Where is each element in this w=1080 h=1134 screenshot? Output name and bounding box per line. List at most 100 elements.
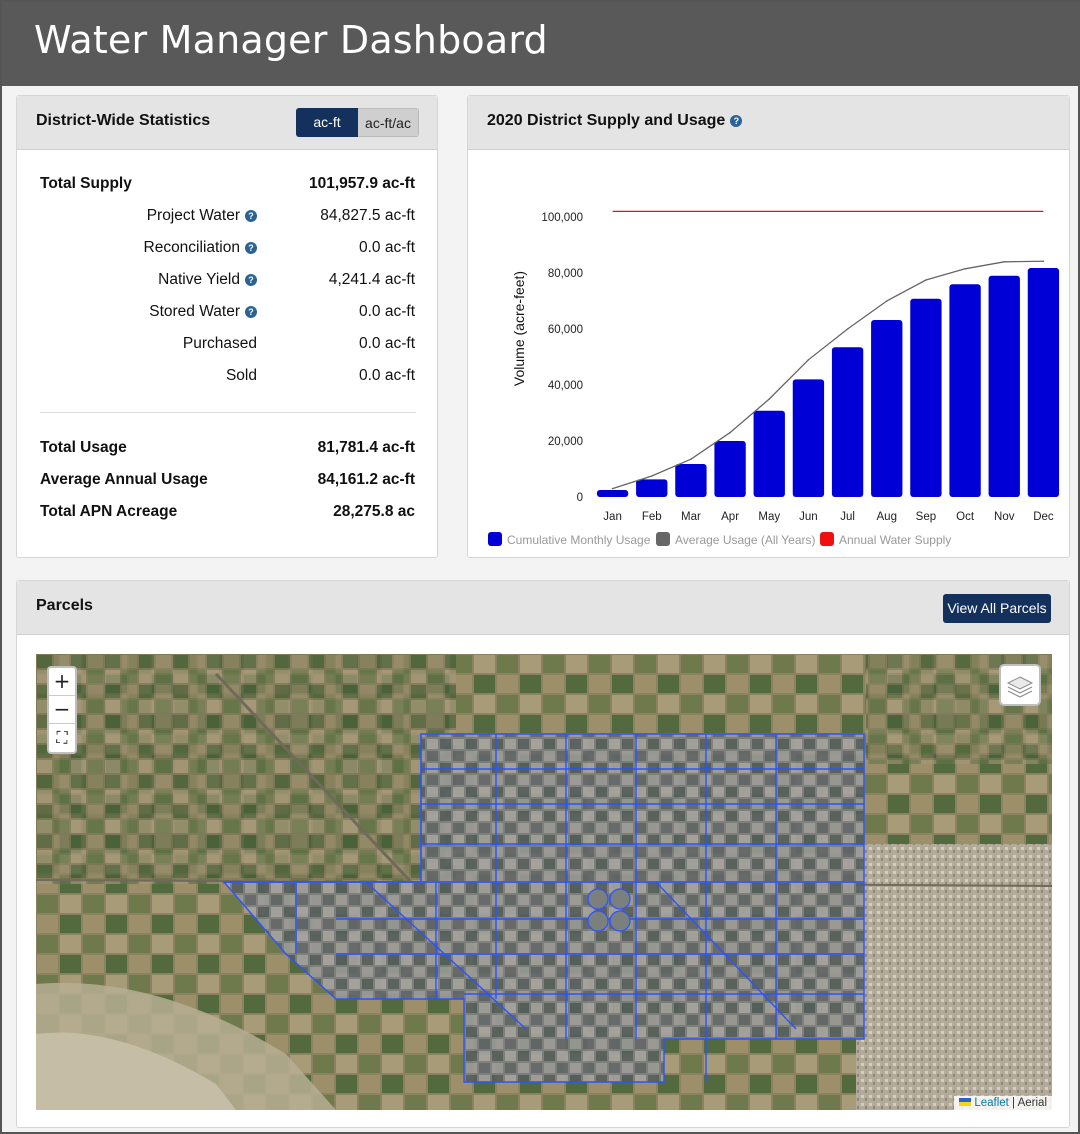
x-tick-label: Dec (1033, 511, 1054, 523)
line-average-usage (612, 260, 1044, 490)
y-tick-label: 100,000 (541, 212, 583, 224)
stat-label: Purchased (183, 335, 257, 353)
point-average-usage (768, 398, 771, 400)
stat-label: Sold (226, 367, 257, 385)
usage-stat-row: Average Annual Usage 84,161.2 ac-ft (17, 471, 439, 495)
x-tick-label: Sep (916, 511, 936, 523)
point-average-usage (690, 458, 692, 461)
point-average-usage (729, 431, 731, 434)
stat-label: Total Supply (40, 175, 132, 193)
unit-acft-button[interactable]: ac-ft (296, 108, 358, 137)
usage-stat-row: Total APN Acreage 28,275.8 ac (17, 503, 439, 527)
help-icon[interactable]: ? (245, 242, 257, 254)
stat-value: 28,275.8 ac (333, 503, 415, 520)
bar-cumulative-usage (714, 441, 746, 497)
chart-panel-title-text: 2020 District Supply and Usage (487, 112, 726, 129)
stat-value: 0.0 ac-ft (359, 335, 415, 352)
bar-cumulative-usage (949, 284, 981, 497)
x-tick-label: Mar (681, 511, 701, 523)
aerial-imagery (36, 654, 1052, 1110)
bar-cumulative-usage (753, 410, 785, 497)
stat-row: Native Yield? 4,241.4 ac-ft (17, 271, 439, 295)
x-tick-label: Apr (721, 511, 739, 523)
app-title: Water Manager Dashboard (34, 18, 548, 62)
map-attribution: Leaflet | Aerial (954, 1096, 1052, 1110)
x-tick-label: Jan (603, 511, 622, 523)
unit-toggle: ac-ft ac-ft/ac (296, 108, 419, 137)
point-average-usage (925, 279, 927, 281)
chart-panel: 2020 District Supply and Usage? Volume (… (467, 95, 1070, 558)
legend-label: Cumulative Monthly Usage (507, 533, 651, 547)
parcels-panel: Parcels View All Parcels (16, 580, 1070, 1128)
stat-row: Total Supply 101,957.9 ac-ft (17, 175, 439, 199)
leaflet-link[interactable]: Leaflet (974, 1097, 1009, 1109)
point-average-usage (807, 359, 810, 361)
stat-value: 84,161.2 ac-ft (317, 471, 415, 488)
stats-panel-header: District-Wide Statistics ac-ft ac-ft/ac (17, 96, 437, 150)
stat-label-text: Native Yield (158, 271, 240, 288)
bar-cumulative-usage (636, 479, 668, 497)
unit-acft-per-ac-button[interactable]: ac-ft/ac (358, 108, 419, 137)
stats-panel: District-Wide Statistics ac-ft ac-ft/ac … (16, 95, 438, 558)
stat-value: 0.0 ac-ft (359, 303, 415, 320)
legend-item-supply[interactable]: Annual Water Supply (820, 532, 951, 547)
point-average-usage (611, 487, 614, 490)
y-tick-label: 40,000 (548, 380, 583, 392)
bar-cumulative-usage (831, 347, 864, 497)
stat-label-text: Reconciliation (143, 239, 241, 256)
parcels-panel-header: Parcels View All Parcels (17, 581, 1069, 635)
app-header: Water Manager Dashboard (2, 2, 1080, 86)
stat-row: Project Water? 84,827.5 ac-ft (17, 207, 439, 231)
x-tick-label: Nov (994, 511, 1015, 523)
y-tick-label: 20,000 (548, 436, 583, 448)
view-all-parcels-button[interactable]: View All Parcels (943, 594, 1051, 623)
stat-label: Total Usage (40, 439, 127, 456)
stat-label-text: Purchased (182, 335, 257, 352)
y-tick-label: 80,000 (548, 268, 583, 280)
legend-item-average[interactable]: Average Usage (All Years) (656, 532, 816, 547)
point-average-usage (846, 328, 849, 330)
y-tick-label: 0 (577, 492, 583, 504)
usage-stat-row: Total Usage 81,781.4 ac-ft (17, 439, 439, 463)
stat-label: Average Annual Usage (40, 471, 208, 488)
stat-row: Sold 0.0 ac-ft (17, 367, 439, 391)
stat-row: Stored Water? 0.0 ac-ft (17, 303, 439, 327)
point-average-usage (964, 268, 966, 270)
bar-cumulative-usage (871, 320, 903, 497)
stats-divider (40, 412, 416, 413)
x-tick-label: Oct (956, 511, 975, 523)
layers-icon (1006, 676, 1034, 698)
usage-chart: Volume (acre-feet) 0 20,000 40,000 60,000 80,… (511, 210, 1060, 523)
point-average-usage (1003, 261, 1006, 263)
bar-cumulative-usage (675, 463, 707, 497)
fullscreen-button[interactable]: ⛶ (56, 728, 68, 747)
legend-item-cumulative[interactable]: Cumulative Monthly Usage (488, 532, 650, 547)
x-tick-label: Jul (840, 511, 855, 523)
stat-value: 0.0 ac-ft (359, 239, 415, 256)
zoom-control: + − ⛶ (47, 666, 77, 754)
help-icon[interactable]: ? (245, 210, 257, 222)
legend-label: Average Usage (All Years) (675, 533, 816, 547)
layers-control[interactable] (999, 664, 1041, 706)
stats-panel-title: District-Wide Statistics (36, 112, 211, 129)
parcels-panel-title: Parcels (36, 597, 93, 614)
zoom-out-button[interactable]: − (49, 696, 75, 724)
zoom-in-button[interactable]: + (49, 668, 75, 696)
parcel-map[interactable]: + − ⛶ Leaflet | Aerial (36, 654, 1052, 1110)
help-icon[interactable]: ? (730, 115, 743, 127)
stat-label: Stored Water? (149, 303, 257, 321)
bar-cumulative-usage (910, 298, 942, 497)
legend-swatch (488, 532, 502, 546)
help-icon[interactable]: ? (245, 274, 257, 286)
stat-value: 4,241.4 ac-ft (328, 271, 415, 288)
bar-cumulative-usage (792, 379, 825, 497)
bar-cumulative-usage (596, 490, 629, 497)
x-tick-label: Feb (642, 511, 662, 523)
stat-label: Total APN Acreage (40, 503, 178, 520)
point-average-usage (1042, 260, 1045, 263)
x-tick-label: May (758, 511, 780, 523)
point-average-usage (885, 300, 888, 302)
help-icon[interactable]: ? (245, 306, 257, 318)
stat-label-text: Project Water (146, 207, 240, 224)
